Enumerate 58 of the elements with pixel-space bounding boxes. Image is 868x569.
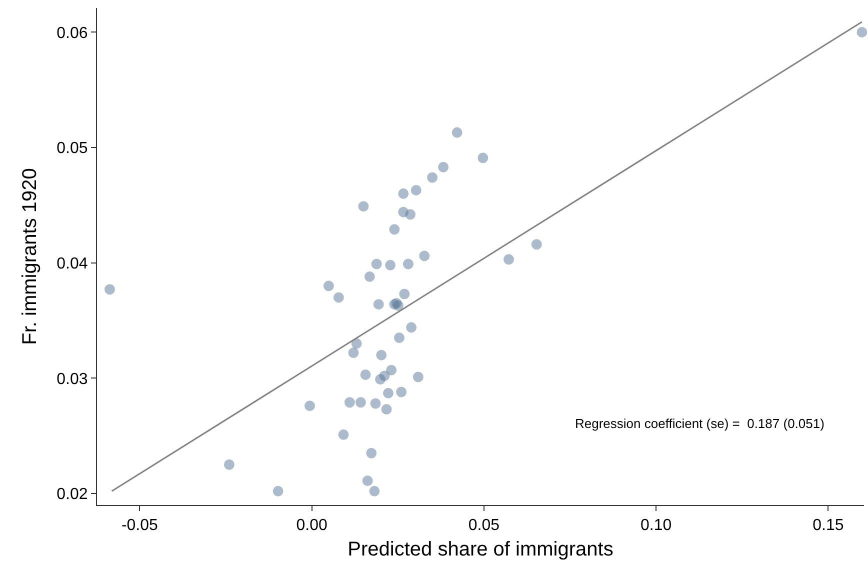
y-axis-title: Fr. immigrants 1920	[19, 168, 42, 345]
point	[272, 486, 284, 496]
x-tick-label: 0.15	[812, 517, 844, 534]
point	[104, 284, 115, 295]
point	[382, 388, 394, 398]
x-tick-label: 0.05	[468, 517, 500, 534]
x-tick-label: 0.00	[296, 517, 328, 534]
point	[399, 288, 410, 300]
x-tick-label: 0.10	[640, 517, 672, 534]
point	[338, 429, 349, 440]
point	[344, 397, 355, 408]
point	[371, 258, 382, 270]
point	[406, 322, 417, 333]
y-tick-label: 0.05	[56, 140, 88, 158]
point	[478, 152, 488, 164]
annotation: Regression coefficient (se) = 0.187 (0.051)	[575, 416, 824, 431]
point	[304, 400, 315, 412]
y-tick-label: 0.06	[56, 24, 88, 42]
point	[405, 209, 416, 220]
point	[410, 184, 422, 196]
point	[531, 239, 542, 250]
point	[323, 280, 334, 292]
point	[396, 386, 407, 398]
point	[366, 448, 377, 458]
point	[379, 370, 390, 382]
point	[348, 348, 359, 358]
point	[373, 299, 384, 310]
point	[412, 372, 424, 382]
point	[419, 250, 430, 262]
point	[362, 476, 373, 486]
point	[355, 397, 366, 408]
point	[364, 271, 375, 282]
point	[389, 224, 400, 235]
point	[402, 258, 414, 270]
point	[360, 369, 371, 380]
point	[224, 459, 234, 470]
point	[398, 188, 409, 199]
point	[376, 350, 387, 360]
point	[452, 127, 462, 138]
point	[392, 300, 404, 311]
point	[394, 332, 405, 344]
point	[438, 162, 449, 172]
point	[856, 26, 868, 38]
y-tick-label: 0.04	[56, 255, 88, 272]
point	[351, 338, 362, 349]
point	[369, 486, 380, 496]
point	[370, 398, 381, 409]
point	[427, 172, 438, 183]
y-tick-label: 0.02	[56, 486, 88, 504]
point	[381, 404, 392, 415]
point	[503, 254, 514, 265]
point	[386, 364, 397, 376]
y-tick-label: 0.03	[56, 370, 88, 388]
x-axis-title: Predicted share of immigrants	[348, 538, 614, 561]
x-tick-label: -0.05	[121, 517, 158, 534]
point	[385, 260, 396, 270]
point	[333, 292, 344, 303]
point	[358, 201, 369, 212]
